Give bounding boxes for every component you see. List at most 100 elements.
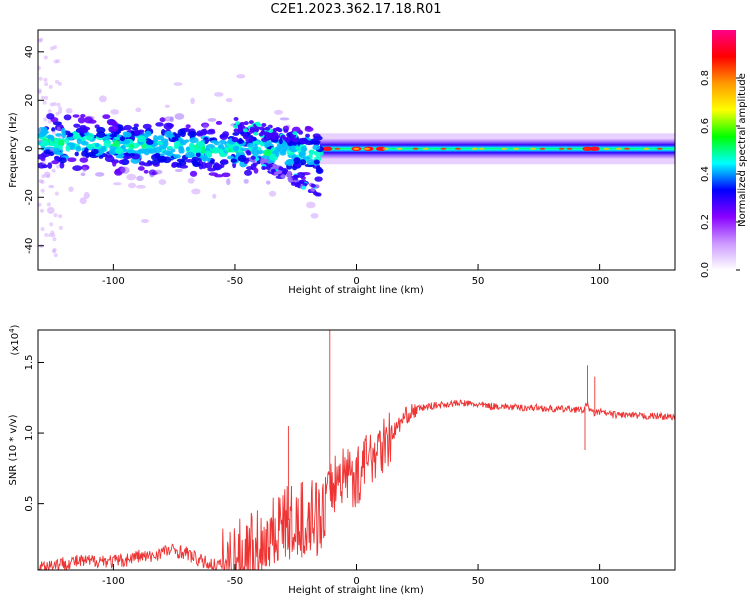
band-hotspot — [615, 147, 622, 150]
branch-dot — [290, 181, 296, 186]
outlier-dot — [50, 230, 55, 235]
spectral-dot — [253, 143, 258, 151]
spectrogram-xtick-label: 50 — [472, 276, 485, 287]
spectral-dot — [142, 162, 153, 167]
snr-ytick-label: 1.0 — [24, 425, 35, 441]
spectral-dot — [38, 133, 45, 138]
outlier-dot — [44, 233, 49, 238]
spectral-dot — [305, 133, 310, 138]
outlier-dot — [40, 188, 45, 193]
spectral-dot — [174, 168, 183, 173]
outlier-dot — [56, 102, 61, 107]
spectral-dot — [204, 150, 212, 156]
spectral-dot — [134, 128, 140, 137]
branch-dot — [250, 155, 256, 160]
spectral-dot — [185, 146, 191, 152]
colorbar-gradient — [712, 30, 736, 270]
branch-dot — [235, 121, 241, 126]
outlier-dot — [39, 37, 44, 42]
band-hotspot — [412, 147, 419, 150]
spectral-dot — [231, 137, 239, 143]
spectral-dot — [152, 162, 160, 167]
spectral-dot — [80, 140, 89, 146]
band-hotspot — [643, 147, 650, 150]
outlier-dot — [38, 128, 42, 133]
spectrogram-ytick-label: -40 — [24, 238, 35, 254]
spectral-dot — [120, 145, 125, 149]
spectral-dot — [158, 155, 166, 163]
outlier-dot — [38, 138, 43, 143]
spectral-dot — [237, 154, 247, 162]
spectral-dot — [191, 188, 201, 195]
spectral-dot — [263, 150, 272, 156]
snr-ytick-label: 1.5 — [24, 355, 35, 371]
peak-spot — [322, 146, 333, 151]
spectral-dot — [174, 113, 185, 120]
outlier-dot — [57, 81, 62, 86]
spectral-dot — [214, 149, 224, 153]
spectral-dot — [279, 151, 287, 156]
snr-ylabel: SNR (10 * v/v) — [8, 414, 19, 485]
spectral-dot — [173, 140, 181, 147]
spectral-dot — [57, 139, 65, 147]
spectral-dot — [252, 140, 260, 146]
spectral-dot — [155, 122, 164, 127]
spectral-dot — [207, 117, 217, 122]
spectral-dot — [51, 160, 60, 165]
spectral-dot — [153, 146, 162, 154]
spectral-dot — [185, 124, 191, 129]
spectral-dot — [68, 132, 74, 137]
branch-dot — [286, 173, 292, 178]
band-hotspot — [501, 147, 508, 150]
snr-xlabel: Height of straight line (km) — [288, 585, 424, 596]
spectral-dot — [212, 193, 217, 199]
spectral-dot — [208, 172, 219, 176]
branch-dot — [239, 121, 245, 126]
branch-dot — [283, 128, 289, 133]
spectral-dot — [207, 167, 216, 172]
spectral-dot — [110, 109, 120, 115]
branch-dot — [261, 166, 267, 171]
spectral-dot — [178, 160, 187, 167]
spectral-dot — [40, 126, 48, 134]
spectral-dot — [119, 136, 126, 142]
spectrogram-ytick-label: 40 — [24, 45, 35, 58]
outlier-dot — [52, 248, 57, 253]
spectral-dot — [195, 152, 201, 158]
spectral-dot — [234, 146, 239, 150]
spectral-dot — [205, 162, 213, 169]
band-hotspot — [623, 147, 630, 150]
spectral-dot — [129, 153, 136, 157]
branch-dot — [286, 170, 292, 175]
spectral-dot — [308, 149, 315, 155]
spectral-dot — [68, 186, 74, 192]
spectral-dot — [143, 169, 149, 174]
spectral-dot — [274, 146, 281, 152]
colorbar-tick-label: 0.6 — [700, 118, 711, 134]
branch-dot — [266, 134, 272, 139]
outlier-dot — [58, 135, 63, 140]
spectral-dot — [79, 127, 89, 134]
spectral-dot — [160, 128, 166, 136]
colorbar-tick-label: 0.0 — [700, 262, 711, 278]
branch-dot — [271, 134, 277, 139]
spectral-dot — [87, 143, 93, 150]
spectral-dot — [196, 130, 204, 136]
spectral-dot — [171, 162, 177, 168]
spectral-dot — [265, 180, 271, 185]
branch-dot — [271, 163, 277, 168]
spectral-dot — [99, 95, 107, 103]
spectrogram-ylabel: Frequency (Hz) — [8, 112, 19, 188]
outlier-dot — [56, 59, 61, 64]
spectrogram-ytick-label: 0 — [24, 146, 35, 152]
spectral-dot — [48, 142, 56, 147]
spectral-dot — [226, 178, 231, 186]
spectral-dot — [221, 172, 231, 178]
spectral-dot — [41, 164, 48, 169]
snr-panel: -100 -50 0 50 100 0.5 1.0 1.5 Height of straigh… — [8, 324, 676, 596]
spectral-dot — [159, 117, 166, 123]
branch-dot — [233, 116, 239, 121]
outlier-dot — [38, 90, 42, 95]
spectral-dot — [94, 142, 100, 148]
band-hotspot — [583, 147, 590, 150]
